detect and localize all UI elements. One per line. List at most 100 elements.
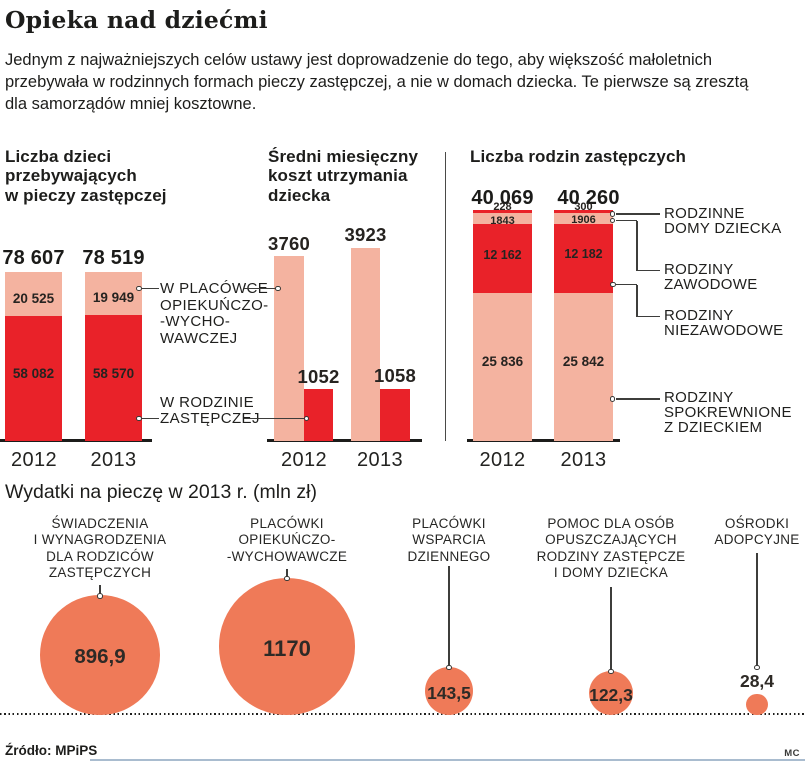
callout-dot (609, 217, 616, 224)
callout-line (616, 283, 637, 286)
bar-value: 1052 (297, 365, 340, 387)
segment-value: 20 525 (12, 290, 55, 306)
stem-dot (97, 593, 103, 599)
bar-total: 78 519 (82, 246, 145, 269)
bubble-label: PLACÓWKI WSPARCIA DZIENNEGO (407, 516, 491, 564)
x-axis-line (267, 439, 422, 442)
callout-line (615, 219, 637, 222)
bubble-label: PLACÓWKI OPIEKUŃCZO- -WYCHOWAWCZE (226, 516, 348, 564)
bar-total: 40 069 (471, 187, 534, 210)
bubble-value: 122,3 (589, 685, 633, 706)
bar-total: 78 607 (2, 246, 65, 269)
stem-dot (608, 668, 614, 675)
segment-value: 25 842 (562, 354, 605, 370)
segment-value: 300 (574, 200, 593, 213)
callout-line (615, 398, 660, 400)
spending-bubble (40, 595, 160, 715)
callout-line (243, 287, 276, 290)
credit-text: MC (784, 748, 800, 759)
callout-line (142, 287, 159, 290)
segment-value: 1906 (571, 214, 596, 227)
bar-placowka (350, 247, 380, 441)
stem-dot (446, 664, 452, 671)
bottom-rule (90, 759, 805, 761)
segment-value: 12 182 (564, 247, 603, 262)
bubble-label: POMOC DLA OSÓB OPUSZCZAJĄCYCH RODZINY ZA… (536, 516, 686, 580)
year-label: 2013 (356, 449, 404, 471)
year-label: 2012 (280, 449, 328, 471)
bar-value: 3760 (268, 232, 310, 254)
spending-section-title: Wydatki na pieczę w 2013 r. (mln zł) (5, 481, 317, 503)
segment-value: 58 082 (12, 366, 55, 382)
bar-segment-4 (473, 293, 532, 441)
bubble-label: ŚWIADCZENIA I WYNAGRODZENIA DLA RODZICÓW… (33, 516, 167, 580)
stem-dot (284, 575, 290, 582)
bar-segment-3 (473, 223, 532, 294)
callout-dot (610, 281, 616, 288)
callout-dot (609, 396, 616, 402)
x-axis-line (0, 439, 152, 442)
year-label: 2012 (479, 449, 526, 471)
chart-title-foster-families: Liczba rodzin zastępczych (470, 147, 686, 166)
chart-title-children-in-care: Liczba dzieci przebywających w pieczy za… (5, 147, 167, 205)
bubble-value: 1170 (263, 635, 311, 661)
x-axis-line (467, 439, 620, 442)
callout-dot (275, 285, 281, 292)
year-label: 2013 (90, 449, 137, 471)
bar-placowka (274, 256, 304, 441)
spending-bubble (425, 667, 473, 715)
bar-segment-4 (554, 293, 613, 441)
callout-line (637, 269, 660, 272)
callout-dot (303, 415, 310, 422)
legend-label-rodzinne-domy: RODZINNE DOMY DZIECKA (664, 205, 782, 238)
callout-line (615, 213, 660, 215)
spending-bubble (588, 670, 634, 715)
callout-label-placowka: W PLACÓWCE OPIEKUŃCZO- -WYCHO- WAWCZEJ (160, 280, 269, 348)
bar-segment-3 (554, 223, 613, 294)
intro-text: Jednym z najważniejszych celów ustawy je… (5, 51, 749, 113)
bubble-stem (99, 585, 101, 596)
callout-dot (136, 415, 142, 422)
bubble-stem (610, 587, 612, 671)
year-label: 2012 (10, 449, 58, 471)
bar-total: 40 260 (557, 186, 620, 209)
bar-segment-placowka (5, 271, 62, 316)
segment-value: 25 836 (481, 354, 524, 370)
page-title: Opieka nad dziećmi (5, 6, 268, 34)
legend-label-zawodowe: RODZINY ZAWODOWE (664, 260, 758, 293)
source-text: Źródło: MPiPS (5, 743, 98, 758)
spending-bubble (218, 578, 356, 715)
bubble-value: 143,5 (427, 683, 471, 704)
segment-value: 58 570 (92, 365, 135, 381)
bar-value: 3923 (344, 224, 387, 246)
bubble-label: OŚRODKI ADOPCYJNE (714, 516, 800, 548)
bar-segment-rodzina (5, 315, 62, 441)
bar-segment-placowka (85, 271, 142, 315)
bar-segment-2 (554, 212, 613, 224)
bar-segment-rodzina (85, 314, 142, 441)
bar-value: 1058 (374, 365, 416, 387)
callout-line (244, 418, 304, 420)
callout-line (636, 284, 638, 317)
dotted-baseline (0, 713, 805, 715)
segment-value: 12 162 (483, 247, 522, 262)
bubble-value: 28,4 (739, 671, 775, 691)
chart-title-monthly-cost: Średni miesięczny koszt utrzymania dziec… (268, 147, 419, 205)
spending-bubble (746, 693, 768, 715)
bar-segment-2 (473, 213, 532, 224)
section-divider-line (444, 152, 446, 441)
bubble-stem (448, 566, 450, 668)
bar-rodzina (303, 389, 333, 441)
legend-label-niezawodowe: RODZINY NIEZAWODOWE (664, 306, 784, 339)
segment-value: 19 949 (92, 290, 135, 306)
year-label: 2013 (560, 449, 607, 471)
callout-line (636, 220, 638, 271)
segment-value: 1843 (490, 214, 515, 227)
bar-segment-1 (554, 209, 613, 213)
callout-line (637, 315, 660, 318)
bar-rodzina (380, 388, 410, 441)
callout-dot (609, 211, 616, 217)
bar-segment-1 (473, 210, 532, 214)
bubble-stem (286, 569, 288, 579)
